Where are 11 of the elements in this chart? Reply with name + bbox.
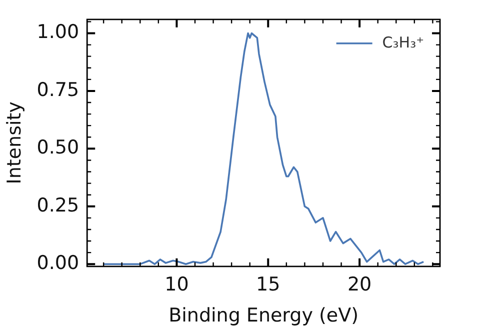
y-tick-label: 1.00 [36, 21, 80, 44]
y-tick-label: 0.50 [36, 136, 80, 159]
y-tick-label: 0.00 [36, 252, 80, 274]
x-tick-label: 20 [347, 274, 372, 296]
y-tick-label: 0.75 [36, 78, 80, 101]
x-tick-label: 10 [164, 274, 189, 296]
x-axis-title: Binding Energy (eV) [168, 304, 359, 327]
y-axis-title: Intensity [3, 102, 26, 184]
legend-label: C₃H₃⁺ [382, 33, 424, 52]
x-tick-label: 15 [256, 274, 280, 296]
y-tick-label: 0.25 [36, 194, 80, 216]
